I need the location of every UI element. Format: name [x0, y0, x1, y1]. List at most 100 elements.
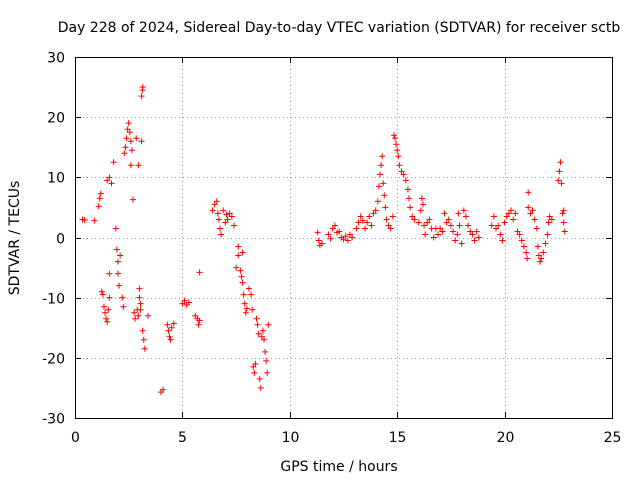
- data-point: [372, 207, 379, 214]
- data-point: [488, 222, 495, 229]
- data-point: [261, 336, 268, 343]
- data-point: [253, 315, 260, 322]
- data-point: [170, 320, 177, 327]
- data-point: [366, 213, 373, 220]
- data-point: [223, 211, 230, 218]
- data-point: [435, 231, 442, 238]
- data-point: [378, 162, 385, 169]
- data-point: [185, 299, 192, 306]
- data-point: [452, 237, 459, 244]
- data-point: [454, 231, 461, 238]
- y-tick-label: -30: [42, 412, 65, 428]
- data-point: [91, 217, 98, 224]
- data-point: [364, 219, 371, 226]
- data-point: [558, 180, 565, 187]
- data-point: [546, 213, 553, 220]
- data-point: [125, 120, 132, 127]
- data-point: [473, 228, 480, 235]
- data-point: [398, 168, 405, 175]
- chart-title: Day 228 of 2024, Sidereal Day-to-day VTE…: [58, 20, 621, 36]
- data-point: [239, 279, 246, 286]
- data-point: [262, 348, 269, 355]
- data-point: [439, 228, 446, 235]
- data-point: [469, 231, 476, 238]
- data-points: [79, 84, 568, 396]
- data-point: [456, 222, 463, 229]
- data-point: [127, 138, 134, 145]
- data-point: [135, 162, 142, 169]
- data-point: [422, 231, 429, 238]
- data-point: [524, 255, 531, 262]
- data-point: [235, 243, 242, 250]
- data-point: [138, 138, 145, 145]
- data-point: [126, 129, 133, 136]
- data-point: [512, 210, 519, 217]
- data-point: [242, 309, 249, 316]
- data-point: [239, 249, 246, 256]
- data-point: [415, 219, 422, 226]
- data-point: [441, 210, 448, 217]
- data-point: [443, 219, 450, 226]
- tick-layer: 0 5 10 15 20 25 -30 -20 -10 0 10 20 30: [42, 51, 621, 447]
- data-point: [505, 210, 512, 217]
- x-tick-label: 0: [71, 430, 80, 446]
- data-point: [503, 213, 510, 220]
- data-point: [116, 282, 123, 289]
- data-point: [139, 84, 146, 91]
- data-point: [361, 225, 368, 232]
- data-point: [359, 217, 366, 224]
- data-point: [535, 252, 542, 259]
- data-point: [237, 267, 244, 274]
- data-point: [529, 207, 536, 214]
- data-point: [123, 135, 130, 142]
- data-point: [195, 321, 202, 328]
- data-point: [263, 357, 270, 364]
- data-point: [508, 207, 515, 214]
- data-point: [108, 180, 115, 187]
- data-point: [192, 312, 199, 319]
- data-point: [120, 303, 127, 310]
- data-point: [127, 162, 134, 169]
- data-point: [131, 309, 138, 316]
- data-point: [265, 321, 272, 328]
- data-point: [418, 195, 425, 202]
- data-point: [450, 228, 457, 235]
- data-point: [471, 237, 478, 244]
- data-point: [264, 369, 271, 376]
- data-point: [533, 225, 540, 232]
- data-point: [168, 324, 175, 331]
- data-point: [327, 235, 334, 242]
- data-point: [95, 203, 102, 210]
- data-point: [145, 312, 152, 319]
- data-point: [523, 249, 530, 256]
- data-point: [245, 285, 252, 292]
- data-point: [520, 243, 527, 250]
- data-point: [214, 210, 221, 217]
- data-point: [495, 222, 502, 229]
- data-point: [124, 126, 131, 133]
- data-point: [445, 216, 452, 223]
- data-point: [375, 183, 382, 190]
- data-point: [424, 219, 431, 226]
- data-point: [248, 291, 255, 298]
- data-point: [357, 213, 364, 220]
- x-tick-label: 25: [604, 430, 622, 446]
- data-point: [501, 219, 508, 226]
- data-point: [250, 363, 257, 370]
- data-point: [455, 210, 462, 217]
- data-point: [228, 213, 235, 220]
- data-point: [222, 219, 229, 226]
- data-point: [325, 231, 332, 238]
- data-point: [105, 306, 112, 313]
- data-point: [241, 300, 248, 307]
- data-point: [181, 297, 188, 304]
- data-point: [555, 177, 562, 184]
- data-point: [249, 306, 256, 313]
- data-point: [557, 159, 564, 166]
- data-point: [534, 243, 541, 250]
- data-point: [394, 147, 401, 154]
- y-tick-label: 10: [47, 171, 65, 187]
- data-point: [407, 204, 414, 211]
- data-point: [548, 216, 555, 223]
- data-point: [419, 201, 426, 208]
